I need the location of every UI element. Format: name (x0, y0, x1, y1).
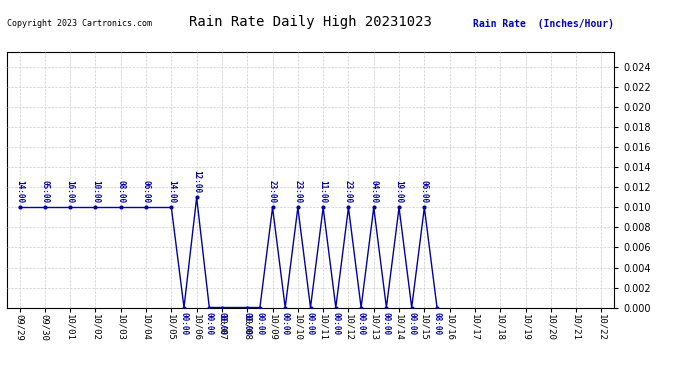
Text: 08:00: 08:00 (116, 180, 126, 203)
Text: 19:00: 19:00 (395, 180, 404, 203)
Text: 00:00: 00:00 (331, 312, 340, 335)
Text: 00:00: 00:00 (306, 312, 315, 335)
Text: 00:00: 00:00 (217, 312, 226, 335)
Text: 14:00: 14:00 (167, 180, 176, 203)
Text: 23:00: 23:00 (344, 180, 353, 203)
Text: Rain Rate Daily High 20231023: Rain Rate Daily High 20231023 (189, 15, 432, 29)
Text: 00:00: 00:00 (255, 312, 264, 335)
Text: 11:00: 11:00 (319, 180, 328, 203)
Text: 06:00: 06:00 (141, 180, 150, 203)
Text: 16:00: 16:00 (66, 180, 75, 203)
Text: Copyright 2023 Cartronics.com: Copyright 2023 Cartronics.com (7, 20, 152, 28)
Text: 00:00: 00:00 (281, 312, 290, 335)
Text: 23:00: 23:00 (293, 180, 302, 203)
Text: 23:00: 23:00 (268, 180, 277, 203)
Text: 00:00: 00:00 (382, 312, 391, 335)
Text: 00:00: 00:00 (243, 312, 252, 335)
Text: Rain Rate  (Inches/Hour): Rain Rate (Inches/Hour) (473, 20, 614, 29)
Text: 00:00: 00:00 (205, 312, 214, 335)
Text: 00:00: 00:00 (357, 312, 366, 335)
Text: 12:00: 12:00 (192, 170, 201, 194)
Text: 06:00: 06:00 (420, 180, 429, 203)
Text: 00:00: 00:00 (179, 312, 188, 335)
Text: 05:00: 05:00 (40, 180, 50, 203)
Text: 08:00: 08:00 (433, 312, 442, 335)
Text: 10:00: 10:00 (91, 180, 100, 203)
Text: 00:00: 00:00 (407, 312, 416, 335)
Text: 14:00: 14:00 (15, 180, 24, 203)
Text: 04:00: 04:00 (369, 180, 378, 203)
